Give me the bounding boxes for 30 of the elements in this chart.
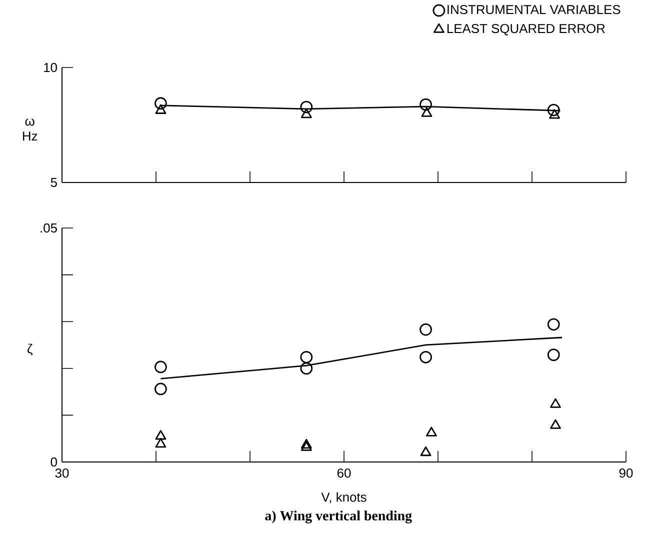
y-tick-label: 0 [50, 457, 57, 467]
y-tick-label: .05 [40, 223, 57, 233]
x-tick-label: 60 [337, 468, 351, 478]
point [420, 350, 432, 364]
point [550, 398, 561, 408]
point [547, 348, 560, 362]
point [154, 382, 167, 396]
point [155, 438, 166, 448]
line-series [160, 336, 563, 380]
x-tick-label: 30 [55, 468, 69, 478]
point [300, 362, 313, 375]
y-axis-title: ζ [28, 344, 32, 356]
point [547, 318, 560, 331]
point [550, 419, 561, 429]
text: a) Wing vertical bending [265, 510, 412, 524]
point [300, 438, 312, 449]
point [300, 350, 313, 364]
point [420, 323, 432, 336]
point [300, 441, 312, 451]
point [154, 360, 167, 374]
x-axis-title: V, knots [321, 492, 366, 504]
point [155, 430, 166, 440]
point [426, 426, 437, 436]
legend-label: LEAST SQUARED ERROR [447, 24, 605, 36]
y-axis-title: ω Hz [23, 118, 38, 141]
y-tick-label: 5 [50, 178, 57, 187]
x-tick-label: 90 [619, 468, 633, 478]
legend-label: INSTRUMENTAL VARIABLES [448, 4, 620, 14]
point [420, 446, 432, 456]
y-tick-label: 10 [44, 62, 57, 72]
